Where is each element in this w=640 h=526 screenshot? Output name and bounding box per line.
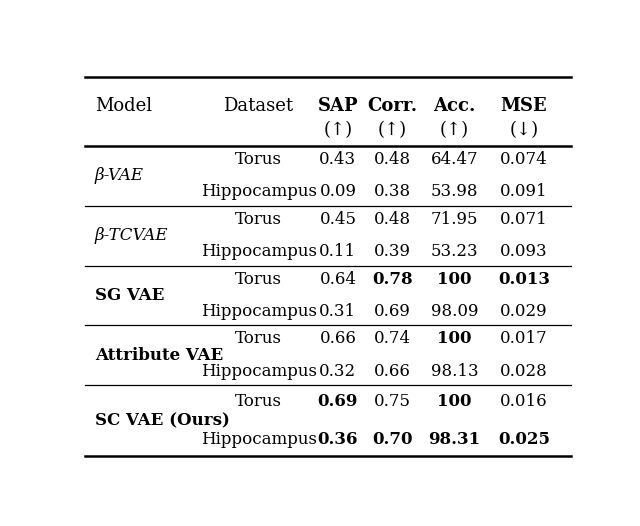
Text: 0.74: 0.74 <box>374 330 411 348</box>
Text: 0.09: 0.09 <box>319 184 356 200</box>
Text: Hippocampus: Hippocampus <box>200 244 317 260</box>
Text: 98.31: 98.31 <box>428 431 481 448</box>
Text: 0.48: 0.48 <box>374 211 411 228</box>
Text: 0.64: 0.64 <box>319 271 356 288</box>
Text: 98.13: 98.13 <box>431 363 478 380</box>
Text: 53.98: 53.98 <box>431 184 478 200</box>
Text: 0.11: 0.11 <box>319 244 356 260</box>
Text: 0.48: 0.48 <box>374 151 411 168</box>
Text: 0.78: 0.78 <box>372 271 413 288</box>
Text: 0.013: 0.013 <box>498 271 550 288</box>
Text: (↑): (↑) <box>440 121 469 139</box>
Text: 0.025: 0.025 <box>498 431 550 448</box>
Text: MSE: MSE <box>500 97 547 115</box>
Text: 0.39: 0.39 <box>374 244 411 260</box>
Text: 0.029: 0.029 <box>500 303 548 320</box>
Text: 0.38: 0.38 <box>374 184 411 200</box>
Text: Hippocampus: Hippocampus <box>200 431 317 448</box>
Text: Hippocampus: Hippocampus <box>200 303 317 320</box>
Text: β-TCVAE: β-TCVAE <box>95 227 168 244</box>
Text: Hippocampus: Hippocampus <box>200 363 317 380</box>
Text: 0.69: 0.69 <box>317 393 358 410</box>
Text: Acc.: Acc. <box>433 97 476 115</box>
Text: 0.32: 0.32 <box>319 363 356 380</box>
Text: Corr.: Corr. <box>367 97 417 115</box>
Text: 0.31: 0.31 <box>319 303 356 320</box>
Text: Model: Model <box>95 97 152 115</box>
Text: Attribute VAE: Attribute VAE <box>95 347 223 363</box>
Text: 0.074: 0.074 <box>500 151 548 168</box>
Text: 0.028: 0.028 <box>500 363 548 380</box>
Text: Torus: Torus <box>235 330 282 348</box>
Text: SAP: SAP <box>317 97 358 115</box>
Text: (↑): (↑) <box>323 121 353 139</box>
Text: 0.093: 0.093 <box>500 244 548 260</box>
Text: Torus: Torus <box>235 393 282 410</box>
Text: (↑): (↑) <box>378 121 407 139</box>
Text: 0.091: 0.091 <box>500 184 548 200</box>
Text: 71.95: 71.95 <box>431 211 478 228</box>
Text: 0.071: 0.071 <box>500 211 548 228</box>
Text: 100: 100 <box>437 330 472 348</box>
Text: 0.70: 0.70 <box>372 431 413 448</box>
Text: (↓): (↓) <box>509 121 538 139</box>
Text: 0.69: 0.69 <box>374 303 411 320</box>
Text: Torus: Torus <box>235 151 282 168</box>
Text: 0.36: 0.36 <box>317 431 358 448</box>
Text: 64.47: 64.47 <box>431 151 478 168</box>
Text: Dataset: Dataset <box>223 97 294 115</box>
Text: 0.66: 0.66 <box>319 330 356 348</box>
Text: SC VAE (Ours): SC VAE (Ours) <box>95 412 230 429</box>
Text: 0.75: 0.75 <box>374 393 411 410</box>
Text: Torus: Torus <box>235 271 282 288</box>
Text: 0.017: 0.017 <box>500 330 548 348</box>
Text: SG VAE: SG VAE <box>95 287 164 304</box>
Text: β-VAE: β-VAE <box>95 167 144 185</box>
Text: 53.23: 53.23 <box>431 244 478 260</box>
Text: Torus: Torus <box>235 211 282 228</box>
Text: 0.016: 0.016 <box>500 393 548 410</box>
Text: 100: 100 <box>437 271 472 288</box>
Text: 100: 100 <box>437 393 472 410</box>
Text: 0.66: 0.66 <box>374 363 411 380</box>
Text: 98.09: 98.09 <box>431 303 478 320</box>
Text: 0.45: 0.45 <box>319 211 356 228</box>
Text: 0.43: 0.43 <box>319 151 356 168</box>
Text: Hippocampus: Hippocampus <box>200 184 317 200</box>
